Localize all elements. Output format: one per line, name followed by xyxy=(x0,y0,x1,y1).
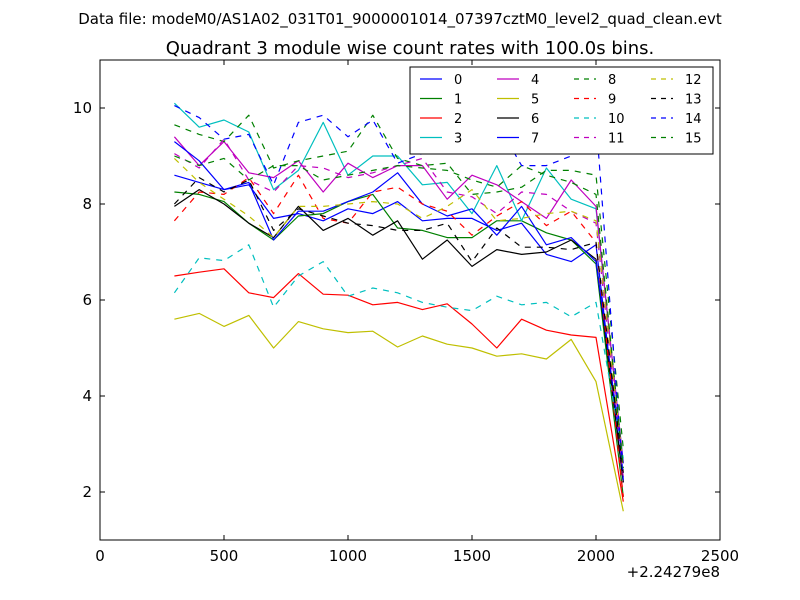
y-tick-label: 10 xyxy=(73,99,92,117)
x-tick-label: 1500 xyxy=(453,547,491,565)
y-tick-label: 2 xyxy=(82,483,92,501)
series-line-7 xyxy=(174,141,624,464)
figure-suptitle: Data file: modeM0/AS1A02_031T01_90000010… xyxy=(78,10,722,29)
legend-label-13: 13 xyxy=(685,93,702,108)
legend-label-3: 3 xyxy=(454,132,462,147)
series-line-2 xyxy=(174,268,624,502)
legend-label-6: 6 xyxy=(531,112,539,127)
series-line-10 xyxy=(173,244,624,459)
x-tick-label: 0 xyxy=(95,547,105,565)
series-line-0 xyxy=(174,174,624,483)
legend-label-0: 0 xyxy=(454,73,462,88)
series-line-12 xyxy=(173,157,624,469)
x-tick-label: 1000 xyxy=(329,547,367,565)
series-layer xyxy=(173,102,624,512)
chart-title: Quadrant 3 module wise count rates with … xyxy=(166,38,655,59)
series-line-15 xyxy=(174,155,624,469)
legend-label-4: 4 xyxy=(531,73,539,88)
series-line-8 xyxy=(174,114,624,449)
legend-box xyxy=(409,66,714,155)
series-line-6 xyxy=(174,189,624,483)
y-tick-label: 4 xyxy=(82,387,92,405)
x-tick-label: 500 xyxy=(210,547,239,565)
x-tick-label: 2500 xyxy=(701,547,739,565)
legend-label-9: 9 xyxy=(608,93,616,108)
legend-label-11: 11 xyxy=(608,132,625,147)
legend-label-5: 5 xyxy=(531,93,539,108)
legend-label-10: 10 xyxy=(608,112,625,127)
legend-label-7: 7 xyxy=(531,132,539,147)
legend-label-2: 2 xyxy=(454,112,462,127)
series-line-9 xyxy=(173,174,624,497)
y-tick-label: 8 xyxy=(82,195,92,213)
legend-label-14: 14 xyxy=(685,112,702,127)
legend-label-15: 15 xyxy=(685,132,702,147)
legend-label-1: 1 xyxy=(454,93,462,108)
y-tick-label: 6 xyxy=(82,291,92,309)
series-line-3 xyxy=(173,102,624,464)
series-line-14 xyxy=(174,105,624,481)
legend-label-12: 12 xyxy=(685,73,702,88)
legend-label-8: 8 xyxy=(608,73,616,88)
series-line-5 xyxy=(174,312,624,512)
x-offset-label: +2.24279e8 xyxy=(627,563,720,581)
x-tick-label: 2000 xyxy=(577,547,615,565)
